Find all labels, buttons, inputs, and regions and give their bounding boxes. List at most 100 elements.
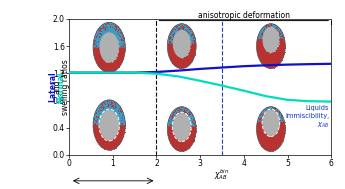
Point (166, 36, 171, 39)
Point (101, 50, 107, 53)
Point (118, 134, 123, 137)
Point (103, 36, 109, 39)
Point (102, 28, 108, 31)
Point (98, 125, 103, 128)
Point (169, 114, 175, 117)
Point (96, 63, 101, 66)
Point (254, 50, 260, 53)
Point (103, 128, 108, 131)
Point (177, 32, 182, 35)
Point (100, 115, 106, 119)
Point (185, 143, 190, 146)
Point (181, 122, 187, 125)
Point (184, 133, 190, 136)
Point (174, 131, 179, 134)
Point (260, 119, 266, 122)
Point (176, 43, 181, 46)
Point (97, 29, 103, 32)
Point (274, 31, 279, 34)
Point (180, 115, 185, 118)
Point (173, 146, 178, 149)
Point (270, 39, 276, 42)
Point (174, 32, 180, 35)
Point (96, 139, 101, 143)
Point (120, 134, 126, 137)
Point (93, 40, 99, 43)
Point (166, 122, 171, 125)
Point (272, 143, 278, 146)
Point (273, 44, 279, 47)
Point (107, 52, 112, 55)
Point (267, 49, 273, 52)
Point (274, 32, 280, 35)
Point (263, 44, 269, 47)
Point (280, 137, 286, 140)
Point (182, 132, 187, 135)
Point (181, 144, 187, 147)
Point (92, 42, 98, 45)
Point (182, 111, 188, 114)
Point (109, 101, 115, 104)
Point (275, 116, 280, 119)
Point (105, 104, 111, 107)
Point (93, 111, 98, 114)
Point (174, 125, 179, 128)
Point (273, 126, 278, 129)
Point (191, 35, 197, 38)
Point (102, 144, 108, 147)
Point (266, 46, 272, 49)
Point (100, 52, 106, 55)
Point (277, 34, 282, 37)
Point (104, 52, 109, 55)
Point (280, 130, 286, 133)
Point (104, 99, 110, 102)
Point (167, 35, 172, 38)
Point (272, 27, 278, 30)
Point (94, 124, 100, 127)
Point (177, 130, 183, 133)
Point (166, 118, 171, 121)
Point (264, 49, 269, 52)
Point (265, 40, 270, 43)
Point (167, 119, 172, 122)
Point (189, 60, 195, 63)
Point (172, 47, 178, 50)
Point (183, 29, 189, 32)
Point (115, 40, 120, 43)
Point (115, 109, 121, 112)
Point (117, 139, 122, 143)
Point (268, 30, 274, 33)
Point (269, 127, 275, 130)
Point (177, 112, 182, 115)
Point (273, 42, 278, 45)
Point (93, 132, 99, 135)
Point (183, 61, 188, 64)
Point (110, 55, 115, 58)
Point (273, 26, 278, 29)
Point (274, 48, 279, 51)
Point (116, 66, 121, 69)
Point (177, 111, 183, 114)
Point (181, 109, 187, 112)
Point (97, 138, 102, 141)
Point (269, 32, 274, 35)
Point (273, 123, 279, 126)
Point (120, 50, 126, 53)
Point (174, 42, 180, 45)
Point (180, 139, 186, 142)
Point (262, 46, 267, 49)
Point (100, 41, 105, 44)
Point (266, 130, 272, 133)
Point (175, 124, 180, 127)
Point (170, 59, 175, 62)
Point (261, 42, 267, 45)
Point (279, 114, 285, 117)
Point (270, 66, 276, 69)
Point (273, 38, 279, 41)
Point (277, 58, 282, 61)
Point (175, 108, 180, 111)
Point (187, 125, 192, 128)
Point (174, 25, 179, 28)
Point (176, 132, 181, 135)
Point (93, 137, 99, 140)
